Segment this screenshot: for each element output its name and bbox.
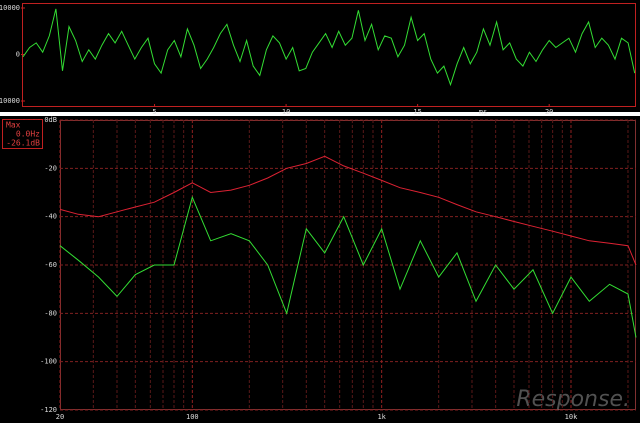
x-tick-label: 10 bbox=[282, 108, 290, 116]
x-tick-label: 5 bbox=[152, 108, 156, 116]
series-line bbox=[59, 155, 637, 266]
x-axis-label: ms bbox=[479, 108, 487, 116]
y-tick-label: 0 bbox=[16, 51, 20, 59]
x-tick-label: 10k bbox=[565, 413, 578, 421]
y-tick-label: 0dB bbox=[44, 116, 57, 124]
y-tick-label: -40 bbox=[44, 213, 57, 221]
separator bbox=[0, 112, 640, 116]
x-tick-label: 1k bbox=[377, 413, 386, 421]
series-line bbox=[22, 8, 636, 87]
y-tick-label: -120 bbox=[40, 406, 57, 414]
readout-level: -26.1dB bbox=[6, 139, 40, 148]
readout-label: Max bbox=[6, 121, 21, 130]
y-tick-label: -100 bbox=[40, 358, 57, 366]
readout-box bbox=[2, 119, 43, 149]
watermark: Response. bbox=[516, 387, 630, 412]
x-tick-label: 100 bbox=[186, 413, 199, 421]
x-tick-label: 20 bbox=[56, 413, 64, 421]
y-tick-label: 10000 bbox=[0, 4, 20, 12]
series-line bbox=[59, 195, 637, 338]
y-tick-label: -10000 bbox=[0, 97, 20, 105]
x-tick-label: 15 bbox=[413, 108, 421, 116]
y-tick-label: -60 bbox=[44, 261, 57, 269]
readout-freq: 0.0Hz bbox=[16, 130, 40, 139]
x-tick-label: 20 bbox=[545, 108, 553, 116]
y-tick-label: -20 bbox=[44, 164, 57, 172]
y-tick-label: -80 bbox=[44, 309, 57, 317]
